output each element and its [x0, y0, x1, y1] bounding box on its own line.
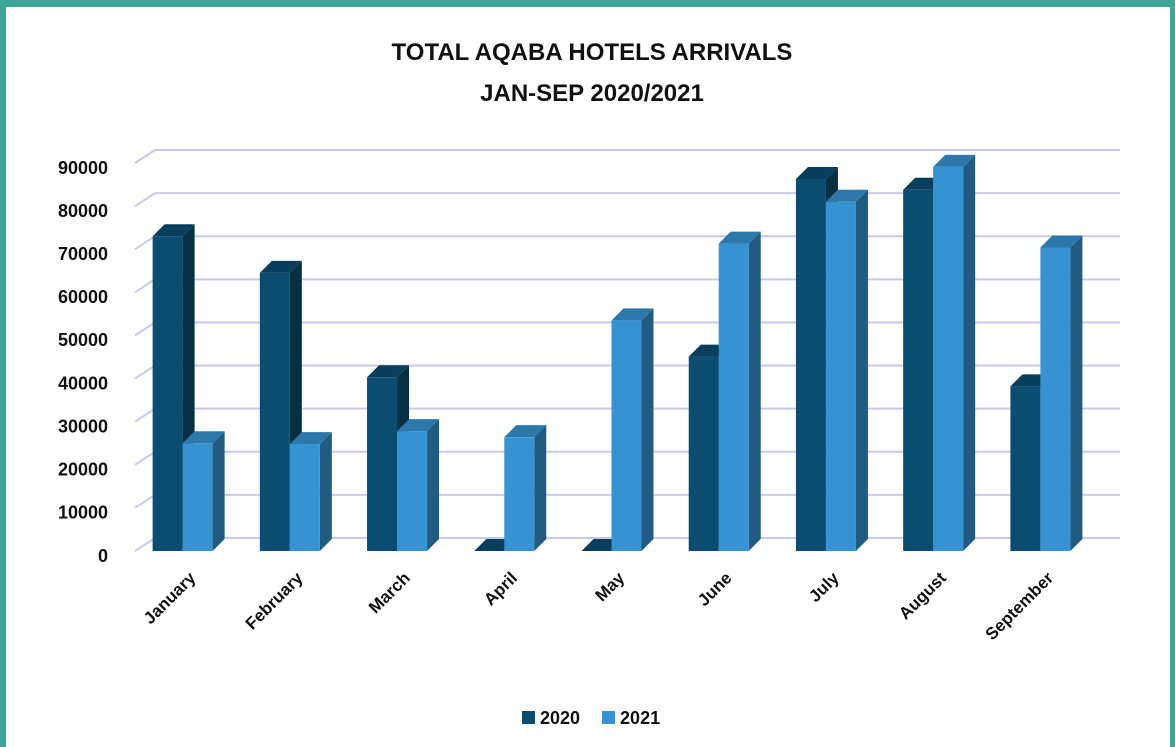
legend-swatch	[602, 711, 616, 724]
bar-front	[397, 431, 428, 551]
bar	[825, 189, 868, 552]
grid-line-depth	[134, 278, 156, 294]
y-tick-label: 90000	[58, 158, 108, 178]
y-tick-label: 40000	[58, 373, 108, 393]
chart-subtitle: JAN-SEP 2020/2021	[480, 80, 704, 107]
bar-front	[182, 443, 213, 551]
x-tick-label: August	[895, 568, 950, 623]
bar-side	[212, 431, 225, 551]
bar	[933, 154, 976, 551]
chart-title: TOTAL AQABA HOTELS ARRIVALS	[392, 39, 793, 66]
grid-line-depth	[134, 537, 156, 552]
grid-line-depth	[134, 407, 156, 423]
bar-top	[259, 260, 302, 273]
bar-side	[427, 419, 440, 551]
bar-top	[795, 166, 838, 179]
y-tick-label: 0	[98, 546, 108, 566]
legend-label: 2021	[620, 708, 660, 728]
bar	[504, 425, 547, 551]
bar-top	[1040, 235, 1083, 248]
y-tick-label: 10000	[58, 503, 108, 523]
bar-front	[259, 272, 290, 551]
bar-side	[534, 425, 547, 551]
x-tick-label: April	[480, 568, 521, 609]
bar	[1040, 235, 1083, 551]
x-tick-label: September	[982, 568, 1058, 644]
bar-side	[748, 231, 761, 551]
x-tick-label: January	[140, 568, 200, 628]
grid-line-depth	[134, 192, 156, 207]
bar-top	[367, 365, 410, 378]
bar-front	[504, 437, 535, 551]
bar-top	[182, 431, 225, 444]
bar-side	[855, 189, 868, 552]
y-tick-label: 80000	[58, 201, 108, 221]
bar-front	[795, 178, 826, 551]
x-tick-label: July	[805, 568, 843, 606]
x-tick-label: February	[242, 568, 307, 633]
bar-side	[319, 432, 332, 551]
y-tick-label: 70000	[58, 244, 108, 264]
bar-side	[1070, 235, 1083, 551]
bar-front	[1040, 247, 1071, 551]
bar-top	[152, 224, 195, 237]
bar	[718, 231, 761, 551]
bar-top	[718, 231, 761, 244]
bar-side	[641, 308, 654, 551]
y-tick-label: 30000	[58, 416, 108, 436]
bar-top	[933, 154, 976, 167]
y-tick-label: 20000	[58, 460, 108, 480]
bar-front	[718, 243, 749, 551]
grid-line-depth	[134, 149, 156, 164]
bar-top	[397, 419, 440, 432]
bar-front	[903, 189, 934, 551]
grid-line-depth	[134, 235, 156, 251]
y-tick-label: 50000	[58, 330, 108, 350]
bar-top	[611, 308, 654, 321]
bar-front	[367, 377, 398, 551]
bar-top	[504, 425, 547, 438]
bar	[611, 308, 654, 551]
bar-top	[825, 189, 868, 202]
grid-line-depth	[134, 321, 156, 337]
grid-line-depth	[134, 364, 156, 380]
x-tick-label: May	[592, 568, 629, 605]
bar-front	[825, 201, 856, 552]
bar-front	[289, 444, 320, 551]
grid-line-depth	[134, 494, 156, 509]
bar	[289, 432, 332, 551]
bar-front	[1010, 386, 1041, 551]
y-tick-label: 60000	[58, 287, 108, 307]
bar-front	[611, 320, 642, 551]
legend-swatch	[522, 711, 535, 724]
bar	[397, 419, 440, 551]
x-tick-label: March	[365, 568, 414, 617]
x-tick-label: June	[694, 568, 735, 609]
legend-label: 2020	[540, 708, 580, 728]
bar-front	[152, 236, 183, 552]
bar-side	[963, 154, 976, 551]
grid-line-depth	[134, 450, 156, 466]
bar-front	[688, 356, 719, 551]
bar	[182, 431, 225, 551]
bar-top	[289, 432, 332, 445]
bar-front	[933, 166, 964, 551]
